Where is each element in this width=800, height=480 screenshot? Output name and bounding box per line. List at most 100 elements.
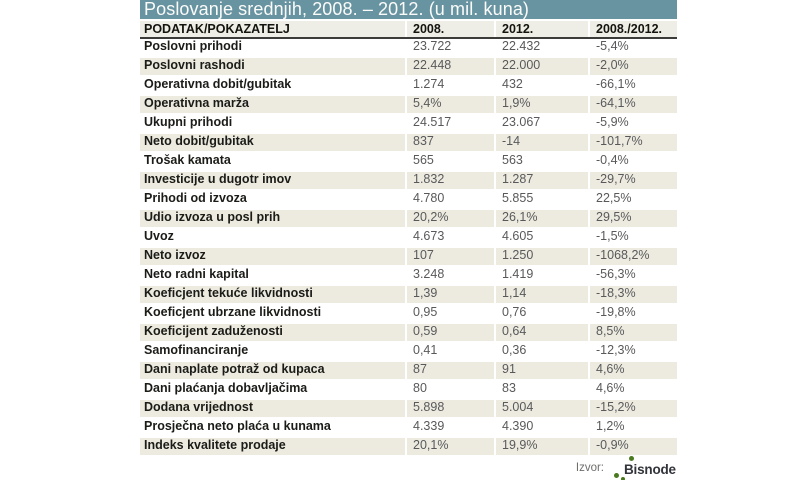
logo-dot-icon bbox=[621, 477, 625, 480]
value-change: -101,7% bbox=[590, 134, 677, 153]
row-label: Indeks kvalitete prodaje bbox=[140, 438, 405, 457]
row-label: Dani naplate potraž od kupaca bbox=[140, 362, 405, 381]
value-2012: 23.067 bbox=[496, 115, 588, 134]
value-change: -5,9% bbox=[590, 115, 677, 134]
row-label: Koeficijent zaduženosti bbox=[140, 324, 405, 343]
table-row: Dani plaćanja dobavljačima 80 83 4,6% bbox=[140, 381, 677, 400]
table-row: Neto izvoz 107 1.250 -1068,2% bbox=[140, 248, 677, 267]
page-title: Poslovanje srednjih, 2008. – 2012. (u mi… bbox=[140, 0, 677, 19]
value-2008: 4.673 bbox=[407, 229, 494, 248]
row-label: Uvoz bbox=[140, 229, 405, 248]
row-label: Operativna dobit/gubitak bbox=[140, 77, 405, 96]
logo-dot-icon bbox=[629, 456, 634, 461]
row-label: Poslovni prihodi bbox=[140, 39, 405, 58]
value-2012: 19,9% bbox=[496, 438, 588, 457]
value-change: 1,2% bbox=[590, 419, 677, 438]
value-2008: 20,2% bbox=[407, 210, 494, 229]
table-row: Dodana vrijednost 5.898 5.004 -15,2% bbox=[140, 400, 677, 419]
value-2008: 80 bbox=[407, 381, 494, 400]
value-change: -56,3% bbox=[590, 267, 677, 286]
value-2008: 4.780 bbox=[407, 191, 494, 210]
value-2008: 4.339 bbox=[407, 419, 494, 438]
table-row: Koeficijent zaduženosti 0,59 0,64 8,5% bbox=[140, 324, 677, 343]
value-2008: 0,95 bbox=[407, 305, 494, 324]
header-cell-change: 2008./2012. bbox=[590, 21, 677, 37]
value-change: 4,6% bbox=[590, 381, 677, 400]
value-2012: 0,76 bbox=[496, 305, 588, 324]
value-2008: 837 bbox=[407, 134, 494, 153]
value-2008: 1,39 bbox=[407, 286, 494, 305]
header-cell-2008: 2008. bbox=[407, 21, 494, 37]
table-row: Neto dobit/gubitak 837 -14 -101,7% bbox=[140, 134, 677, 153]
table-row: Dani naplate potraž od kupaca 87 91 4,6% bbox=[140, 362, 677, 381]
row-label: Neto dobit/gubitak bbox=[140, 134, 405, 153]
table-row: Neto radni kapital 3.248 1.419 -56,3% bbox=[140, 267, 677, 286]
value-change: -15,2% bbox=[590, 400, 677, 419]
value-2012: 1,14 bbox=[496, 286, 588, 305]
table-row: Indeks kvalitete prodaje 20,1% 19,9% -0,… bbox=[140, 438, 677, 457]
row-label: Neto izvoz bbox=[140, 248, 405, 267]
table-row: Investicije u dugotr imov 1.832 1.287 -2… bbox=[140, 172, 677, 191]
value-change: -0,4% bbox=[590, 153, 677, 172]
bisnode-logo: Bisnode bbox=[613, 456, 677, 480]
value-2012: 91 bbox=[496, 362, 588, 381]
header-cell-indicator: PODATAK/POKAZATELJ bbox=[140, 21, 405, 37]
value-2012: 432 bbox=[496, 77, 588, 96]
value-2012: 1,9% bbox=[496, 96, 588, 115]
table-row: Poslovni rashodi 22.448 22.000 -2,0% bbox=[140, 58, 677, 77]
header-cell-2012: 2012. bbox=[496, 21, 588, 37]
source-row: Izvor: Bisnode bbox=[575, 456, 677, 480]
value-2008: 87 bbox=[407, 362, 494, 381]
row-label: Operativna marža bbox=[140, 96, 405, 115]
row-label: Koeficjent tekuće likvidnosti bbox=[140, 286, 405, 305]
value-2012: 1.419 bbox=[496, 267, 588, 286]
value-2012: 22.432 bbox=[496, 39, 588, 58]
logo-dot-icon bbox=[614, 473, 619, 478]
table-panel: Poslovanje srednjih, 2008. – 2012. (u mi… bbox=[140, 0, 677, 480]
value-2012: 83 bbox=[496, 381, 588, 400]
row-label: Prosječna neto plaća u kunama bbox=[140, 419, 405, 438]
value-2008: 23.722 bbox=[407, 39, 494, 58]
row-label: Neto radni kapital bbox=[140, 267, 405, 286]
source-label: Izvor: bbox=[575, 462, 604, 474]
value-change: -64,1% bbox=[590, 96, 677, 115]
value-2008: 0,59 bbox=[407, 324, 494, 343]
value-change: -19,8% bbox=[590, 305, 677, 324]
table-row: Operativna marža 5,4% 1,9% -64,1% bbox=[140, 96, 677, 115]
value-change: -12,3% bbox=[590, 343, 677, 362]
row-label: Dodana vrijednost bbox=[140, 400, 405, 419]
row-label: Poslovni rashodi bbox=[140, 58, 405, 77]
table-row: Koeficjent ubrzane likvidnosti 0,95 0,76… bbox=[140, 305, 677, 324]
value-2008: 1.274 bbox=[407, 77, 494, 96]
table-row: Koeficjent tekuće likvidnosti 1,39 1,14 … bbox=[140, 286, 677, 305]
value-2008: 565 bbox=[407, 153, 494, 172]
value-2012: 22.000 bbox=[496, 58, 588, 77]
value-2012: 563 bbox=[496, 153, 588, 172]
table-row: Udio izvoza u posl prih 20,2% 26,1% 29,5… bbox=[140, 210, 677, 229]
value-2008: 20,1% bbox=[407, 438, 494, 457]
value-change: -66,1% bbox=[590, 77, 677, 96]
value-change: -1068,2% bbox=[590, 248, 677, 267]
value-2008: 3.248 bbox=[407, 267, 494, 286]
row-label: Udio izvoza u posl prih bbox=[140, 210, 405, 229]
value-2012: 26,1% bbox=[496, 210, 588, 229]
row-label: Dani plaćanja dobavljačima bbox=[140, 381, 405, 400]
value-2008: 5,4% bbox=[407, 96, 494, 115]
value-change: -2,0% bbox=[590, 58, 677, 77]
value-change: 29,5% bbox=[590, 210, 677, 229]
value-change: -18,3% bbox=[590, 286, 677, 305]
value-change: 8,5% bbox=[590, 324, 677, 343]
value-2012: 4.390 bbox=[496, 419, 588, 438]
value-2012: 0,64 bbox=[496, 324, 588, 343]
row-label: Prihodi od izvoza bbox=[140, 191, 405, 210]
value-2012: 4.605 bbox=[496, 229, 588, 248]
row-label: Samofinanciranje bbox=[140, 343, 405, 362]
table-row: Operativna dobit/gubitak 1.274 432 -66,1… bbox=[140, 77, 677, 96]
value-2008: 22.448 bbox=[407, 58, 494, 77]
row-label: Trošak kamata bbox=[140, 153, 405, 172]
table-row: Ukupni prihodi 24.517 23.067 -5,9% bbox=[140, 115, 677, 134]
value-2012: 5.855 bbox=[496, 191, 588, 210]
bisnode-logo-text: Bisnode bbox=[624, 462, 676, 477]
value-change: -0,9% bbox=[590, 438, 677, 457]
